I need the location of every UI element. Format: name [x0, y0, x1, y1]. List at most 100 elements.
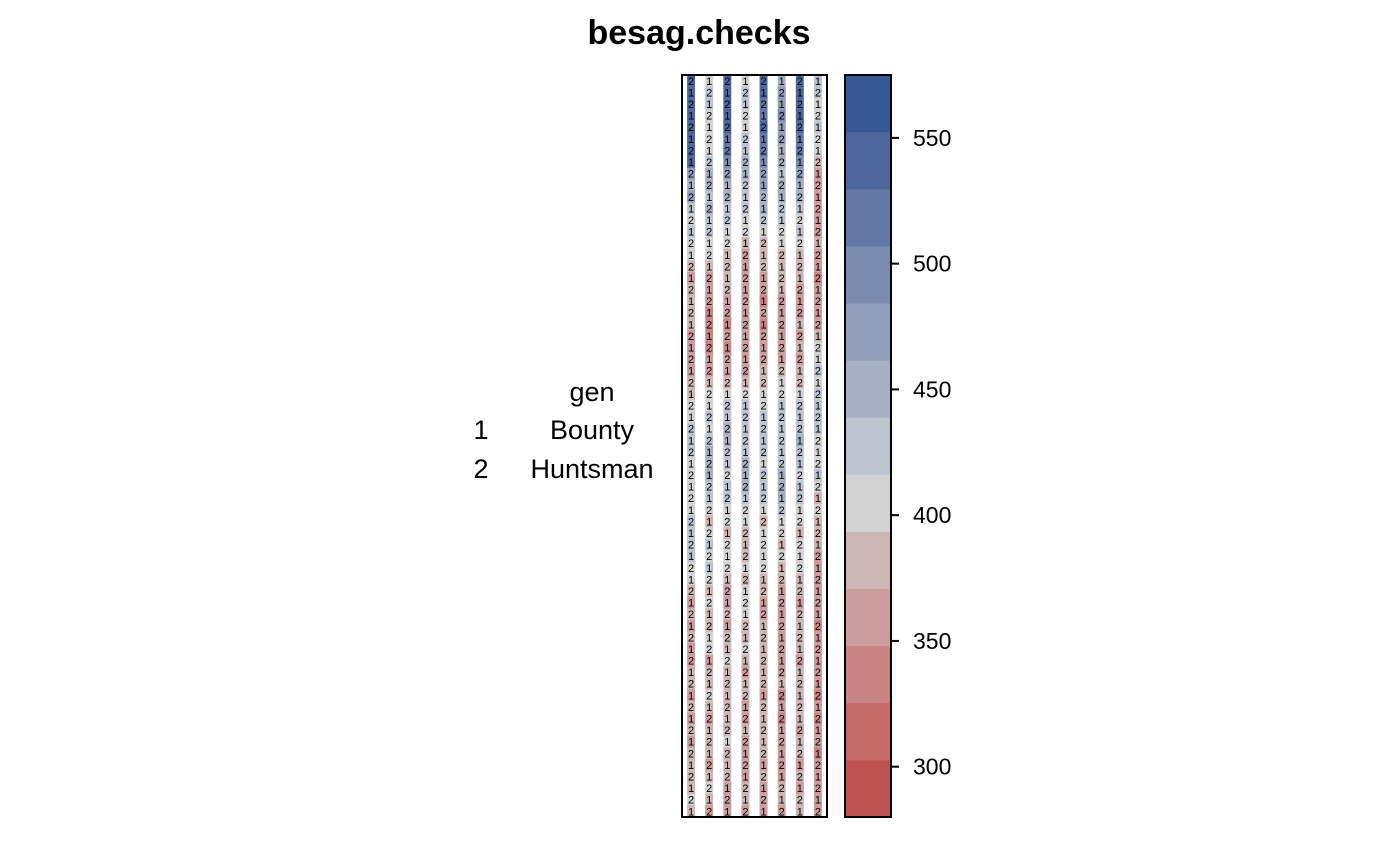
field-cell [759, 631, 768, 644]
field-cell [759, 480, 768, 493]
field-cell-gen-label: 2 [779, 644, 785, 656]
field-cell-gen-label: 1 [688, 806, 694, 818]
field-cell [705, 631, 714, 644]
field-cell [759, 759, 768, 771]
field-cell [741, 631, 750, 644]
field-cell-gen-label: 2 [742, 366, 748, 378]
field-cell [723, 422, 732, 435]
field-cell-gen-label: 1 [760, 690, 766, 702]
field-cell [741, 596, 750, 609]
field-cell-gen-label: 2 [742, 482, 748, 494]
field-cell-gen-label: 1 [779, 354, 785, 366]
field-cell-gen-label: 1 [742, 771, 748, 783]
field-cell-gen-label: 1 [797, 644, 803, 656]
field-cell-gen-label: 1 [797, 760, 803, 772]
field-cell [723, 237, 732, 250]
colorkey-tick-label: 550 [913, 125, 951, 151]
field-cell-gen-label: 1 [688, 134, 694, 146]
field-cell [741, 805, 750, 818]
field-cell-gen-label: 1 [779, 702, 785, 714]
field-cell [813, 747, 822, 760]
field-cell [759, 457, 768, 470]
field-cell-gen-label: 1 [815, 725, 821, 737]
field-cell-gen-label: 1 [688, 551, 694, 563]
field-cell-gen-label: 2 [797, 331, 803, 343]
field-cell-gen-label: 1 [760, 435, 766, 447]
field-cell [777, 654, 786, 667]
field-cell-gen-label: 2 [760, 285, 766, 297]
field-cell-gen-label: 1 [742, 702, 748, 714]
field-cell-gen-label: 1 [779, 215, 785, 227]
field-cell [741, 643, 750, 655]
field-cell-gen-label: 1 [797, 87, 803, 99]
field-cell [687, 388, 696, 400]
field-cell [741, 503, 750, 516]
field-cell-gen-label: 1 [779, 679, 785, 691]
field-cell [723, 167, 732, 180]
field-cell [777, 677, 786, 690]
field-cell-gen-label: 2 [706, 621, 712, 633]
field-cell [795, 643, 804, 655]
field-cell [759, 434, 768, 447]
field-cell [723, 341, 732, 354]
field-cell [813, 260, 822, 273]
field-cell-gen-label: 1 [688, 783, 694, 795]
field-cell [813, 202, 822, 215]
field-cell [705, 318, 714, 331]
colorkey-border [844, 74, 892, 818]
field-cell-gen-label: 2 [815, 111, 821, 123]
field-cell [723, 666, 732, 679]
field-cell-gen-label: 1 [779, 285, 785, 297]
field-cell [759, 538, 768, 551]
field-cell-gen-label: 2 [706, 667, 712, 679]
field-cell [813, 724, 822, 737]
field-cell-gen-label: 2 [797, 702, 803, 714]
field-cell [723, 364, 732, 377]
field-cell-gen-label: 1 [724, 574, 730, 586]
field-cell [741, 214, 750, 227]
field-cell-gen-label: 1 [724, 273, 730, 285]
field-cell-gen-label: 2 [797, 192, 803, 204]
field-cell [759, 654, 768, 667]
field-cell [813, 283, 822, 296]
field-cell-gen-label: 2 [797, 169, 803, 181]
field-cell [777, 550, 786, 563]
field-cell [687, 353, 696, 366]
field-cell-gen-label: 2 [742, 273, 748, 285]
field-cell [687, 237, 696, 250]
field-cell-gen-label: 1 [760, 621, 766, 633]
field-cell [705, 457, 714, 470]
field-cell-gen-label: 1 [760, 343, 766, 355]
field-cell [759, 75, 768, 87]
field-cell [741, 538, 750, 551]
field-cell [705, 341, 714, 354]
field-cell-gen-label: 2 [706, 714, 712, 726]
field-cell [795, 492, 804, 505]
field-cell-gen-label: 1 [815, 447, 821, 459]
field-cell-gen-label: 2 [688, 540, 694, 552]
field-cell [777, 132, 786, 145]
field-cell [759, 643, 768, 655]
field-cell [759, 86, 768, 99]
field-cell-gen-label: 2 [742, 667, 748, 679]
field-cell [759, 724, 768, 737]
colorkey-tick-label: 500 [913, 251, 951, 277]
field-cell [759, 179, 768, 192]
field-cell-gen-label: 2 [760, 145, 766, 157]
field-cell-gen-label: 1 [760, 482, 766, 494]
field-cell [759, 248, 768, 261]
field-cell [777, 701, 786, 713]
field-cell [759, 167, 768, 180]
field-cell-gen-label: 1 [706, 540, 712, 552]
field-cell-gen-label: 1 [815, 285, 821, 297]
field-cell [741, 132, 750, 145]
field-cell-gen-label: 2 [742, 227, 748, 239]
colorkey-tick-label: 300 [913, 754, 951, 780]
field-cell [759, 364, 768, 377]
field-cell-gen-label: 1 [706, 470, 712, 482]
field-cell-gen-label: 1 [779, 586, 785, 598]
field-cell-gen-label: 2 [779, 760, 785, 772]
field-cell-gen-label: 1 [797, 250, 803, 262]
field-cell-gen-label: 1 [815, 377, 821, 389]
field-cell-gen-label: 2 [815, 760, 821, 772]
